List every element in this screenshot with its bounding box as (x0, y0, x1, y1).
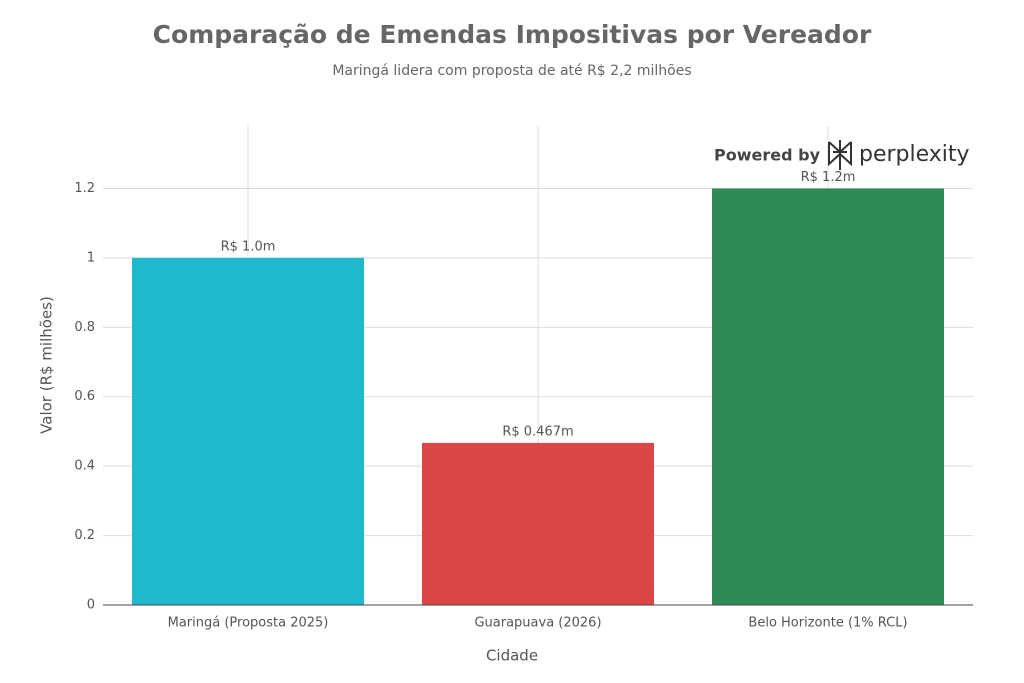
y-tick-label: 0.2 (74, 528, 95, 543)
x-tick-label: Maringá (Proposta 2025) (168, 616, 329, 631)
y-tick-label: 0 (87, 598, 95, 613)
chart-title: Comparação de Emendas Impositivas por Ve… (153, 20, 872, 49)
chart-subtitle: Maringá lidera com proposta de até R$ 2,… (332, 63, 691, 79)
data-label: R$ 1.2m (801, 170, 856, 185)
bar (422, 442, 654, 605)
data-label: R$ 0.467m (502, 424, 573, 439)
y-tick-label: 1.2 (74, 181, 95, 196)
x-tick-label: Guarapuava (2026) (474, 616, 601, 631)
watermark-logo (828, 140, 852, 170)
x-tick-label: Belo Horizonte (1% RCL) (748, 616, 907, 631)
y-axis-title: Valor (R$ milhões) (38, 296, 56, 434)
watermark-brand: perplexity (859, 142, 970, 167)
bar (132, 257, 364, 605)
data-label: R$ 1.0m (221, 239, 276, 254)
bar (712, 188, 944, 605)
y-tick-label: 0.8 (74, 320, 95, 335)
watermark: Powered by perplexity (714, 140, 970, 170)
y-tick-label: 0.4 (74, 459, 95, 474)
y-tick-label: 1 (87, 250, 95, 265)
x-axis-title: Cidade (486, 647, 538, 665)
y-tick-label: 0.6 (74, 389, 95, 404)
watermark-prefix: Powered by (714, 146, 821, 165)
